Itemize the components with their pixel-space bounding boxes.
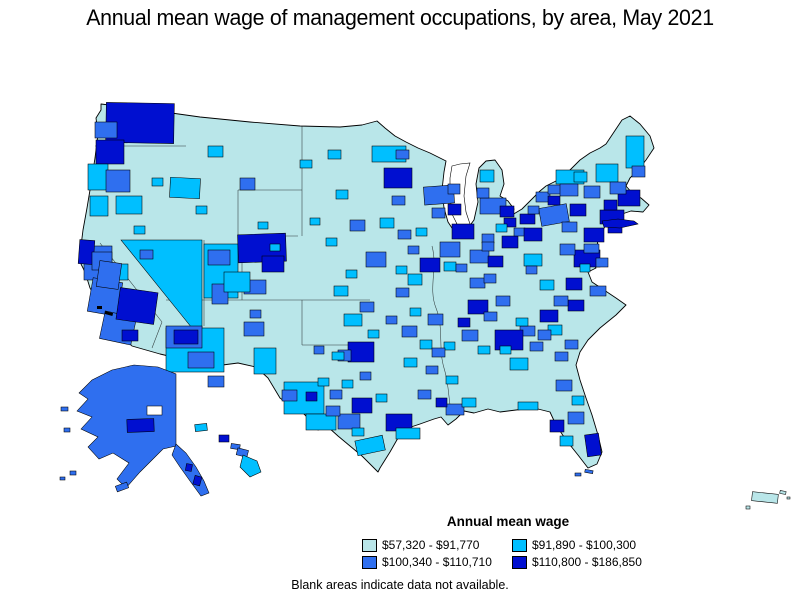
channel-islands [97,306,114,316]
map-legend: Annual mean wage $57,320 - $91,770 $91,8… [340,514,676,569]
legend-swatch-class2 [512,538,527,552]
legend-item: $110,800 - $186,850 [512,555,682,569]
legend-item: $91,890 - $100,300 [512,538,682,552]
hawaii [194,423,262,478]
page-title: Annual mean wage of management occupatio… [86,5,714,30]
legend-label-class1: $57,320 - $91,770 [382,538,480,552]
legend-swatch-class4 [512,555,527,569]
map-footnote: Blank areas indicate data not available. [291,578,509,592]
legend-item: $100,340 - $110,710 [362,555,512,569]
alaska [59,364,210,497]
legend-swatch-class1 [362,538,377,552]
legend-swatch-class3 [362,555,377,569]
legend-item: $57,320 - $91,770 [362,538,512,552]
legend-label-class4: $110,800 - $186,850 [532,555,642,569]
legend-label-class2: $91,890 - $100,300 [532,538,637,552]
legend-title: Annual mean wage [446,514,570,529]
metro-area-patches [77,102,646,477]
legend-label-class3: $100,340 - $110,710 [382,555,492,569]
puerto-rico [745,490,791,510]
legend-items: $57,320 - $91,770 $91,890 - $100,300 $10… [362,538,676,569]
